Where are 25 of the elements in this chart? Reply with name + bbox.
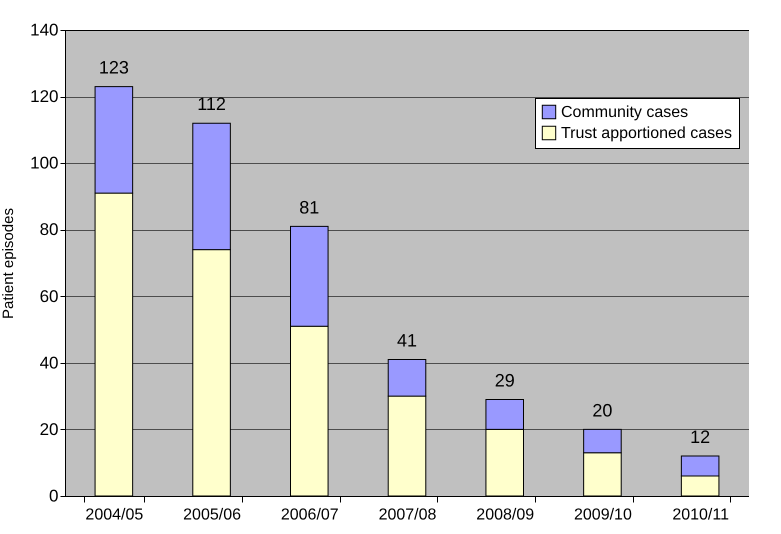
y-tick-label: 80 xyxy=(40,220,58,240)
total-label: 20 xyxy=(592,400,612,420)
y-tick-label: 100 xyxy=(30,154,58,173)
total-label: 123 xyxy=(98,58,129,78)
y-tick-label: 40 xyxy=(40,353,58,372)
y-axis-title: Patient episodes xyxy=(0,208,18,319)
legend-label: Community cases xyxy=(561,104,688,121)
y-tick-label: 140 xyxy=(30,20,58,40)
total-label: 112 xyxy=(197,94,226,114)
y-tick-label: 60 xyxy=(40,286,58,306)
legend-label: Trust apportioned cases xyxy=(561,125,732,142)
y-tick-label: 0 xyxy=(49,486,58,506)
y-tick-label: 120 xyxy=(30,87,58,106)
x-tick-label: 2007/08 xyxy=(378,506,437,524)
y-tick-label: 20 xyxy=(40,420,58,439)
total-label: 29 xyxy=(494,370,515,390)
x-tick-label: 2005/06 xyxy=(183,506,242,524)
x-tick-label: 2009/10 xyxy=(574,506,632,524)
total-label: 81 xyxy=(299,197,320,218)
total-label: 12 xyxy=(690,427,710,448)
x-tick-label: 2004/05 xyxy=(85,506,144,524)
x-tick-label: 2008/09 xyxy=(476,506,534,524)
total-label: 41 xyxy=(396,330,418,351)
x-tick-label: 2010/11 xyxy=(672,506,730,524)
x-tick-label: 2006/07 xyxy=(280,506,339,524)
